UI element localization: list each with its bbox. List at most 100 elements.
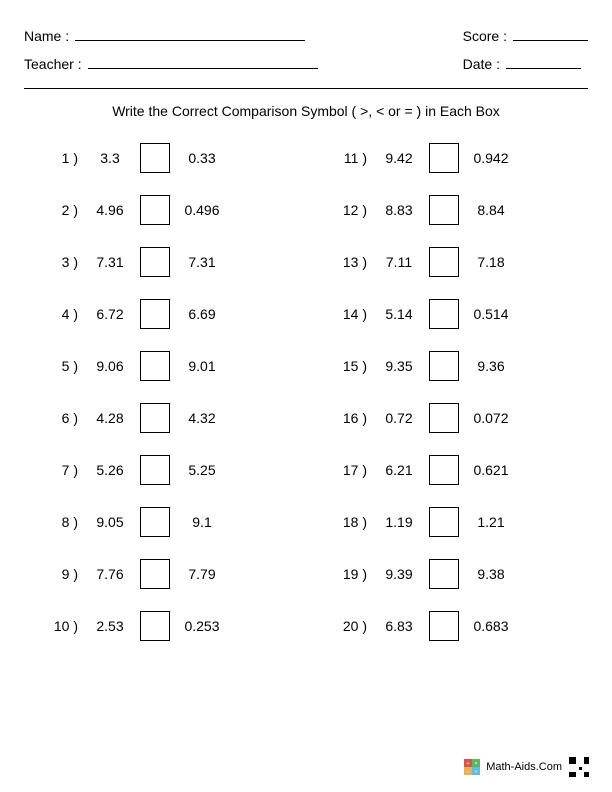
worksheet-header: Name : Teacher : Score : Date : xyxy=(24,28,588,72)
problem-row: 13 )7.11 7.18 xyxy=(331,247,570,277)
comparison-answer-box[interactable] xyxy=(140,247,170,277)
left-value: 3.3 xyxy=(86,150,134,166)
left-value: 9.06 xyxy=(86,358,134,374)
problem-number: 4 ) xyxy=(42,306,86,322)
qr-code-icon xyxy=(568,756,590,778)
problem-number: 18 ) xyxy=(331,514,375,530)
right-value: 7.31 xyxy=(176,254,228,270)
problem-row: 3 )7.317.31 xyxy=(42,247,281,277)
problem-row: 15 )9.35 9.36 xyxy=(331,351,570,381)
left-value: 5.14 xyxy=(375,306,423,322)
problem-number: 20 ) xyxy=(331,618,375,634)
comparison-answer-box[interactable] xyxy=(429,455,459,485)
comparison-answer-box[interactable] xyxy=(429,611,459,641)
comparison-answer-box[interactable] xyxy=(429,143,459,173)
left-value: 2.53 xyxy=(86,618,134,634)
problems-column-left: 1 )3.30.332 )4.960.4963 )7.317.314 )6.72… xyxy=(42,143,281,663)
svg-text:÷: ÷ xyxy=(475,769,478,775)
comparison-answer-box[interactable] xyxy=(140,455,170,485)
right-value: 0.942 xyxy=(465,150,517,166)
problem-row: 16 )0.720.072 xyxy=(331,403,570,433)
comparison-answer-box[interactable] xyxy=(140,403,170,433)
problem-number: 13 ) xyxy=(331,254,375,270)
left-value: 1.19 xyxy=(375,514,423,530)
right-value: 9.01 xyxy=(176,358,228,374)
comparison-answer-box[interactable] xyxy=(140,195,170,225)
comparison-answer-box[interactable] xyxy=(140,351,170,381)
left-value: 9.42 xyxy=(375,150,423,166)
comparison-answer-box[interactable] xyxy=(429,247,459,277)
math-aids-logo-icon: + × − ÷ xyxy=(464,759,480,775)
problems-container: 1 )3.30.332 )4.960.4963 )7.317.314 )6.72… xyxy=(24,143,588,663)
problem-row: 11 )9.42 0.942 xyxy=(331,143,570,173)
header-divider xyxy=(24,88,588,89)
left-value: 6.83 xyxy=(375,618,423,634)
left-value: 5.26 xyxy=(86,462,134,478)
problem-row: 9 )7.767.79 xyxy=(42,559,281,589)
comparison-answer-box[interactable] xyxy=(140,299,170,329)
score-field: Score : xyxy=(463,28,588,44)
right-value: 9.1 xyxy=(176,514,228,530)
right-value: 0.33 xyxy=(176,150,228,166)
left-value: 7.31 xyxy=(86,254,134,270)
problem-row: 14 )5.140.514 xyxy=(331,299,570,329)
problem-number: 7 ) xyxy=(42,462,86,478)
problem-number: 15 ) xyxy=(331,358,375,374)
problem-number: 5 ) xyxy=(42,358,86,374)
problem-row: 20 )6.83 0.683 xyxy=(331,611,570,641)
problem-row: 10 )2.530.253 xyxy=(42,611,281,641)
comparison-answer-box[interactable] xyxy=(429,507,459,537)
comparison-answer-box[interactable] xyxy=(140,611,170,641)
problem-row: 2 )4.960.496 xyxy=(42,195,281,225)
date-label: Date : xyxy=(463,56,500,72)
left-value: 9.35 xyxy=(375,358,423,374)
comparison-answer-box[interactable] xyxy=(429,403,459,433)
instruction-text: Write the Correct Comparison Symbol ( >,… xyxy=(24,103,588,119)
problem-number: 17 ) xyxy=(331,462,375,478)
left-value: 7.11 xyxy=(375,254,423,270)
comparison-answer-box[interactable] xyxy=(429,559,459,589)
left-value: 9.05 xyxy=(86,514,134,530)
right-value: 9.36 xyxy=(465,358,517,374)
comparison-answer-box[interactable] xyxy=(429,351,459,381)
left-value: 6.21 xyxy=(375,462,423,478)
right-value: 8.84 xyxy=(465,202,517,218)
score-label: Score : xyxy=(463,28,507,44)
right-value: 1.21 xyxy=(465,514,517,530)
comparison-answer-box[interactable] xyxy=(140,559,170,589)
left-value: 0.72 xyxy=(375,410,423,426)
problem-row: 19 )9.399.38 xyxy=(331,559,570,589)
right-value: 5.25 xyxy=(176,462,228,478)
problem-row: 4 )6.726.69 xyxy=(42,299,281,329)
date-line[interactable] xyxy=(506,68,581,69)
left-value: 4.28 xyxy=(86,410,134,426)
svg-text:+: + xyxy=(467,761,470,767)
right-value: 6.69 xyxy=(176,306,228,322)
teacher-line[interactable] xyxy=(88,68,318,69)
problem-row: 7 )5.26 5.25 xyxy=(42,455,281,485)
right-value: 0.514 xyxy=(465,306,517,322)
right-value: 0.072 xyxy=(465,410,517,426)
right-value: 9.38 xyxy=(465,566,517,582)
problem-number: 19 ) xyxy=(331,566,375,582)
right-value: 0.683 xyxy=(465,618,517,634)
problem-number: 11 ) xyxy=(331,150,375,166)
comparison-answer-box[interactable] xyxy=(429,299,459,329)
problem-row: 18 )1.19 1.21 xyxy=(331,507,570,537)
svg-text:−: − xyxy=(467,769,470,775)
right-value: 0.496 xyxy=(176,202,228,218)
score-line[interactable] xyxy=(513,40,588,41)
comparison-answer-box[interactable] xyxy=(429,195,459,225)
problem-number: 2 ) xyxy=(42,202,86,218)
right-value: 0.621 xyxy=(465,462,517,478)
comparison-answer-box[interactable] xyxy=(140,143,170,173)
problem-row: 8 )9.059.1 xyxy=(42,507,281,537)
name-line[interactable] xyxy=(75,40,305,41)
problem-number: 3 ) xyxy=(42,254,86,270)
right-value: 7.18 xyxy=(465,254,517,270)
name-field: Name : xyxy=(24,28,318,44)
comparison-answer-box[interactable] xyxy=(140,507,170,537)
right-value: 7.79 xyxy=(176,566,228,582)
problem-number: 10 ) xyxy=(42,618,86,634)
header-right-block: Score : Date : xyxy=(463,28,588,72)
